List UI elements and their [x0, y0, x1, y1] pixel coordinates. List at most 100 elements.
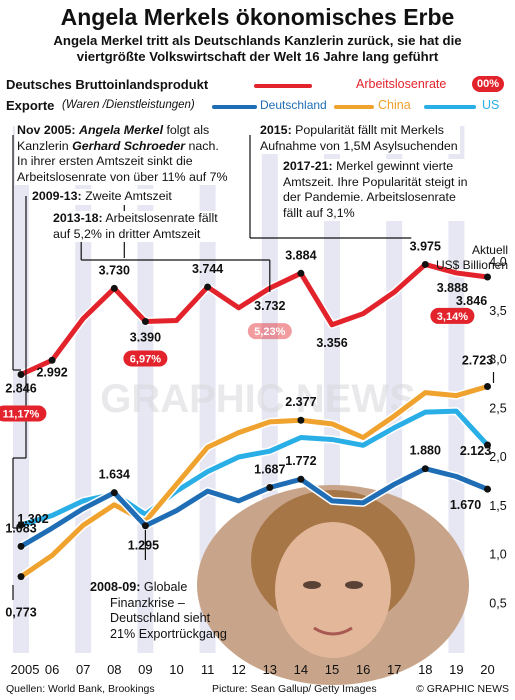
- legend-exports-note: (Waren /Dienstleistungen): [62, 99, 195, 111]
- legend-unemployment-badge: 00%: [472, 76, 505, 92]
- legend-germany-swatch: [212, 105, 257, 109]
- note-2008-line3: Deutschland sieht: [110, 611, 211, 625]
- x-tick-label: 10: [169, 662, 183, 677]
- data-point-marker: [141, 522, 149, 530]
- data-point-marker: [297, 269, 305, 277]
- x-tick-label: 18: [418, 662, 432, 677]
- note-2005-rest: folgt als: [166, 123, 210, 137]
- x-tick-label: 15: [325, 662, 339, 677]
- data-point-marker: [484, 485, 491, 493]
- value-label: 2.846: [5, 382, 36, 396]
- legend-gdp-label: Deutsches Bruttoinlandsprodukt: [6, 77, 209, 92]
- x-tick-label: 06: [45, 662, 59, 677]
- unemployment-badge: [247, 323, 292, 340]
- data-point-marker: [17, 542, 25, 550]
- value-label: 2.723: [462, 354, 493, 368]
- value-label: 1.295: [128, 539, 159, 553]
- data-point-marker: [484, 383, 491, 391]
- value-label: 1.634: [99, 468, 130, 482]
- data-point-marker: [141, 317, 149, 325]
- y-tick-label: 1,0: [489, 548, 506, 562]
- value-label: 2.377: [285, 395, 316, 409]
- note-2017: 2017-21: Merkel gewinnt vierte Amtszeit.…: [281, 159, 470, 221]
- note-2005-line2a: Kanzlerin: [17, 138, 69, 153]
- data-point-marker: [484, 441, 491, 449]
- legend-us-label: US: [482, 98, 500, 112]
- value-label: 3.846: [456, 294, 487, 308]
- note-2017-text: Merkel gewinnt vierte: [336, 159, 454, 173]
- x-tick-label: 16: [356, 662, 370, 677]
- subtitle-line-2: viertgrößte Volkswirtschaft der Welt 16 …: [76, 49, 439, 64]
- x-tick-label: 2005: [11, 662, 40, 677]
- data-point-marker: [204, 283, 212, 291]
- subtitle-line-1: Angela Merkel tritt als Deutschlands Kan…: [53, 33, 462, 48]
- value-label: 3.884: [285, 248, 316, 262]
- watermark-text: GRAPHIC NEWS: [100, 377, 416, 421]
- note-2015-year: 2015:: [260, 123, 292, 137]
- note-2009-text: Zweite Amtszeit: [85, 189, 172, 203]
- unemployment-badge-label: 11,17%: [3, 409, 40, 421]
- note-2009: 2009-13: Zweite Amtszeit: [30, 189, 174, 205]
- note-2005-line4: Arbeitslosenrate von über 11% auf 7%: [17, 169, 228, 184]
- footer-sources: Quellen: World Bank, Brookings: [6, 683, 155, 695]
- x-tick-label: 12: [231, 662, 245, 677]
- legend-unemployment-label: Arbeitslosenrate: [356, 77, 447, 91]
- legend-germany-label: Deutschland: [260, 98, 327, 112]
- footer-picture: Picture: Sean Gallup/ Getty Images: [212, 683, 377, 695]
- data-point-marker: [17, 521, 25, 529]
- value-label: 0,773: [5, 606, 36, 620]
- year-band: [448, 126, 465, 653]
- x-tick-label: 08: [107, 662, 121, 677]
- portrait-photo: [197, 485, 469, 685]
- data-point-marker: [110, 284, 118, 292]
- note-2005-line2c: nach.: [188, 138, 219, 153]
- axis-unit: Aktuell US$ Billionen: [436, 243, 508, 273]
- note-2015-text: Popularität fällt mit Merkels: [295, 123, 444, 137]
- note-2005-line2b: Gerhard Schroeder: [72, 138, 186, 153]
- unemployment-badge-label: 3,14%: [437, 311, 468, 323]
- series-line-0: [18, 261, 490, 378]
- note-2008-year: 2008-09:: [90, 580, 141, 594]
- note-2009-year: 2009-13:: [32, 189, 82, 203]
- value-label: 1.772: [285, 454, 316, 468]
- value-label: 3.730: [99, 263, 130, 277]
- x-tick-label: 13: [263, 662, 277, 677]
- data-point-marker: [17, 573, 25, 581]
- portrait-eye-left: [303, 581, 321, 589]
- value-label: 3.744: [192, 262, 223, 276]
- note-2015-line2: Aufnahme von 1,5M Asylsuchenden: [260, 138, 458, 153]
- data-point-marker: [17, 371, 25, 379]
- note-2013-year: 2013-18:: [53, 211, 103, 225]
- note-2005-name: Angela Merkel: [79, 123, 164, 137]
- axis-unit-line2: US$ Billionen: [435, 258, 508, 272]
- legend-row-2: Exporte (Waren /Dienstleistungen) Deutsc…: [6, 96, 509, 116]
- portrait-face: [275, 522, 391, 658]
- portrait-eye-right: [345, 581, 363, 589]
- footer-credit: © GRAPHIC NEWS: [416, 683, 509, 695]
- note-2017-line2: Amtszeit. Ihre Popularität steigt in: [283, 174, 468, 189]
- note-2008-line2: Finanzkrise –: [110, 595, 185, 610]
- value-label: 1.687: [254, 463, 285, 477]
- note-2013-line2: auf 5,2% in dritter Amtszeit: [53, 226, 201, 241]
- portrait-mouth: [313, 626, 353, 636]
- note-2017-year: 2017-21:: [283, 159, 333, 173]
- data-point-marker: [484, 273, 491, 281]
- y-tick-label: 2,5: [489, 401, 506, 415]
- unemployment-badge-label: 5,23%: [254, 326, 285, 338]
- axis-unit-line1: Aktuell: [471, 243, 508, 257]
- legend-china-label: China: [378, 98, 411, 112]
- value-label: 1.083: [5, 521, 36, 535]
- x-tick-label: 11: [201, 662, 215, 677]
- note-2017-line4: fällt auf 3,1%: [283, 205, 355, 220]
- x-tick-label: 20: [480, 662, 494, 677]
- value-label: 2.992: [36, 365, 67, 379]
- value-label: 1.670: [450, 498, 481, 512]
- legend-exports-label: Exporte: [6, 98, 55, 113]
- unemployment-badge: [0, 405, 47, 422]
- value-label: 1.302: [17, 512, 48, 526]
- note-2008: 2008-09: Globale Finanzkrise – Deutschla…: [88, 580, 229, 642]
- x-tick-label: 07: [76, 662, 90, 677]
- note-2008-text: Globale: [143, 580, 188, 594]
